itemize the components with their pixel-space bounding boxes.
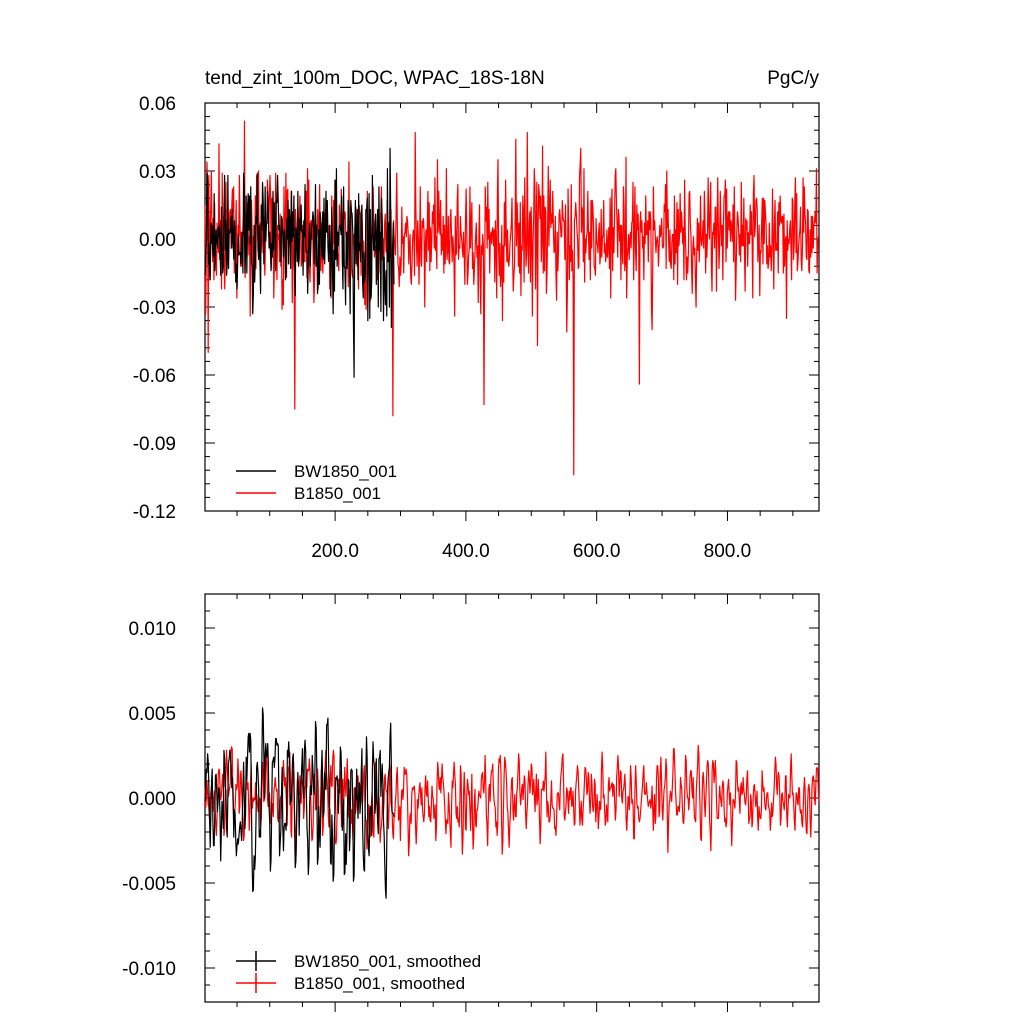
top-panel: -0.12 -0.09 -0.06 -0.03 0.00 0.03 0.06 200.0 400… xyxy=(133,68,820,562)
series-line-bw1850-001-smoothed xyxy=(204,707,395,899)
x-tick-label: 600.0 xyxy=(573,541,621,562)
y-tick-label: 0.000 xyxy=(128,789,176,810)
legend-label: BW1850_001 xyxy=(294,462,397,481)
x-tick-label: 400.0 xyxy=(442,541,490,562)
legend-label: B1850_001 xyxy=(294,484,381,503)
y-tick-label: 0.010 xyxy=(128,619,176,640)
series-line-b1850-001 xyxy=(204,120,819,476)
y-tick-label: -0.03 xyxy=(133,298,176,319)
units-label: PgC/y xyxy=(767,68,819,89)
y-tick-label: -0.06 xyxy=(133,366,176,387)
x-tick-label: 200.0 xyxy=(311,541,359,562)
plot-frame xyxy=(204,102,820,512)
chart-title: tend_zint_100m_DOC, WPAC_18S-18N xyxy=(205,68,545,89)
x-tick-label: 800.0 xyxy=(704,541,752,562)
legend-label: BW1850_001, smoothed xyxy=(294,952,481,971)
series-line-b1850-001-smoothed xyxy=(204,744,820,857)
y-tick-label: -0.09 xyxy=(133,434,176,455)
legend-label: B1850_001, smoothed xyxy=(294,974,465,993)
y-tick-label: 0.00 xyxy=(139,230,176,251)
y-tick-label: 0.03 xyxy=(139,162,176,183)
y-tick-label: 0.06 xyxy=(139,94,176,115)
bottom-panel: -0.010 -0.005 0.000 0.005 0.010 BW1850_001, s… xyxy=(122,593,820,1012)
y-tick-label: 0.005 xyxy=(128,704,176,725)
series-line-bw1850-001 xyxy=(204,147,395,378)
y-tick-label: -0.010 xyxy=(122,959,176,980)
y-tick-label: -0.12 xyxy=(133,502,176,523)
y-tick-label: -0.005 xyxy=(122,874,176,895)
